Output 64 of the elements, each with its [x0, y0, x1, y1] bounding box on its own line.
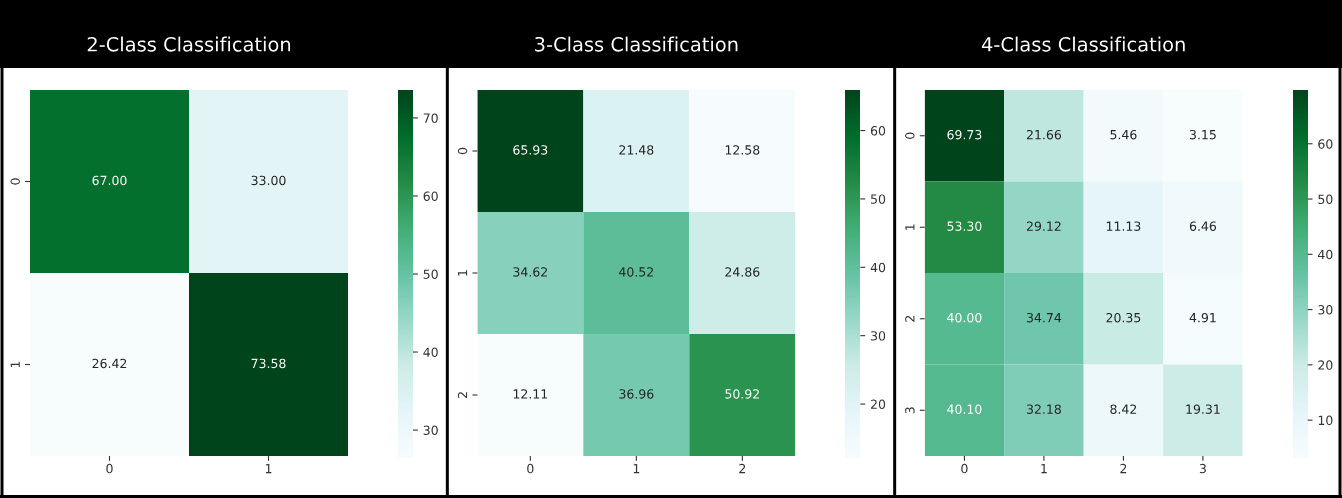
data-label: 6.46 — [1189, 221, 1217, 231]
x-tick-label: 0 — [106, 463, 113, 474]
color-bar-label: 50 — [1318, 194, 1333, 204]
x-tick-label: 2 — [1120, 463, 1127, 474]
data-label: 67.00 — [92, 175, 127, 186]
data-label: 32.18 — [1026, 404, 1061, 414]
data-label: 3.15 — [1189, 129, 1216, 140]
x-tick-label: 2 — [739, 463, 746, 474]
data-label: 19.31 — [1186, 404, 1220, 414]
chart-title: 4-Class Classification — [981, 36, 1185, 52]
color-bar-label: 40 — [1318, 249, 1333, 260]
color-bar-label: 60 — [870, 126, 886, 136]
data-label: 29.12 — [1026, 221, 1061, 231]
data-label: 53.30 — [947, 221, 982, 231]
x-tick-label: 3 — [1199, 463, 1206, 474]
color-bar-label: 20 — [870, 399, 886, 409]
data-label: 33.00 — [251, 175, 286, 186]
y-tick-label: 1 — [457, 270, 468, 276]
data-label: 34.62 — [513, 267, 547, 277]
data-label: 12.11 — [513, 389, 548, 399]
data-label: 65.93 — [513, 145, 548, 155]
data-label: 5.46 — [1110, 129, 1137, 140]
x-tick-label: 1 — [1041, 464, 1047, 474]
color-bar-label: 30 — [1318, 305, 1333, 315]
chart-title: 2-Class Classification — [87, 36, 291, 52]
data-label: 8.42 — [1110, 404, 1137, 414]
data-label: 40.00 — [947, 312, 982, 323]
data-label: 12.58 — [725, 145, 760, 155]
data-label: 69.73 — [947, 129, 982, 140]
color-bar-label: 40 — [423, 347, 438, 357]
x-tick-label: 1 — [265, 464, 272, 474]
data-label: 40.52 — [619, 267, 653, 277]
data-label: 36.96 — [619, 389, 654, 399]
color-bar-label: 20 — [1318, 360, 1333, 370]
data-label: 21.66 — [1026, 129, 1062, 140]
color-bar-label: 30 — [423, 425, 438, 435]
data-label: 24.86 — [725, 267, 760, 277]
color-bar-label: 10 — [1318, 415, 1333, 426]
color-bar-label: 40 — [870, 262, 886, 273]
data-label: 26.42 — [92, 358, 127, 369]
data-label: 73.58 — [251, 358, 286, 369]
color-bar-label: 50 — [423, 269, 438, 279]
data-label: 40.10 — [947, 404, 982, 414]
y-tick-label: 2 — [905, 316, 915, 322]
color-bar-label: 50 — [871, 194, 886, 204]
y-tick-label: 2 — [457, 392, 468, 399]
data-label: 21.48 — [619, 145, 654, 155]
color-bar-label: 70 — [423, 113, 438, 123]
y-tick-label: 1 — [905, 224, 915, 230]
x-tick-label: 1 — [633, 464, 640, 474]
data-label: 11.13 — [1106, 221, 1141, 231]
data-label: 4.91 — [1189, 312, 1216, 323]
color-bar-label: 60 — [423, 191, 438, 201]
color-bar-label: 60 — [1318, 139, 1333, 149]
data-label: 50.92 — [725, 389, 759, 399]
y-tick-label: 3 — [905, 407, 915, 414]
y-tick-label: 0 — [905, 132, 915, 139]
chart-title: 3-Class Classification — [535, 36, 738, 52]
y-tick-label: 0 — [457, 147, 468, 155]
data-label: 34.74 — [1026, 312, 1062, 323]
data-label: 20.35 — [1106, 312, 1141, 323]
color-bar-label: 30 — [871, 331, 886, 341]
x-tick-label: 0 — [961, 463, 968, 474]
x-tick-label: 0 — [527, 463, 534, 474]
